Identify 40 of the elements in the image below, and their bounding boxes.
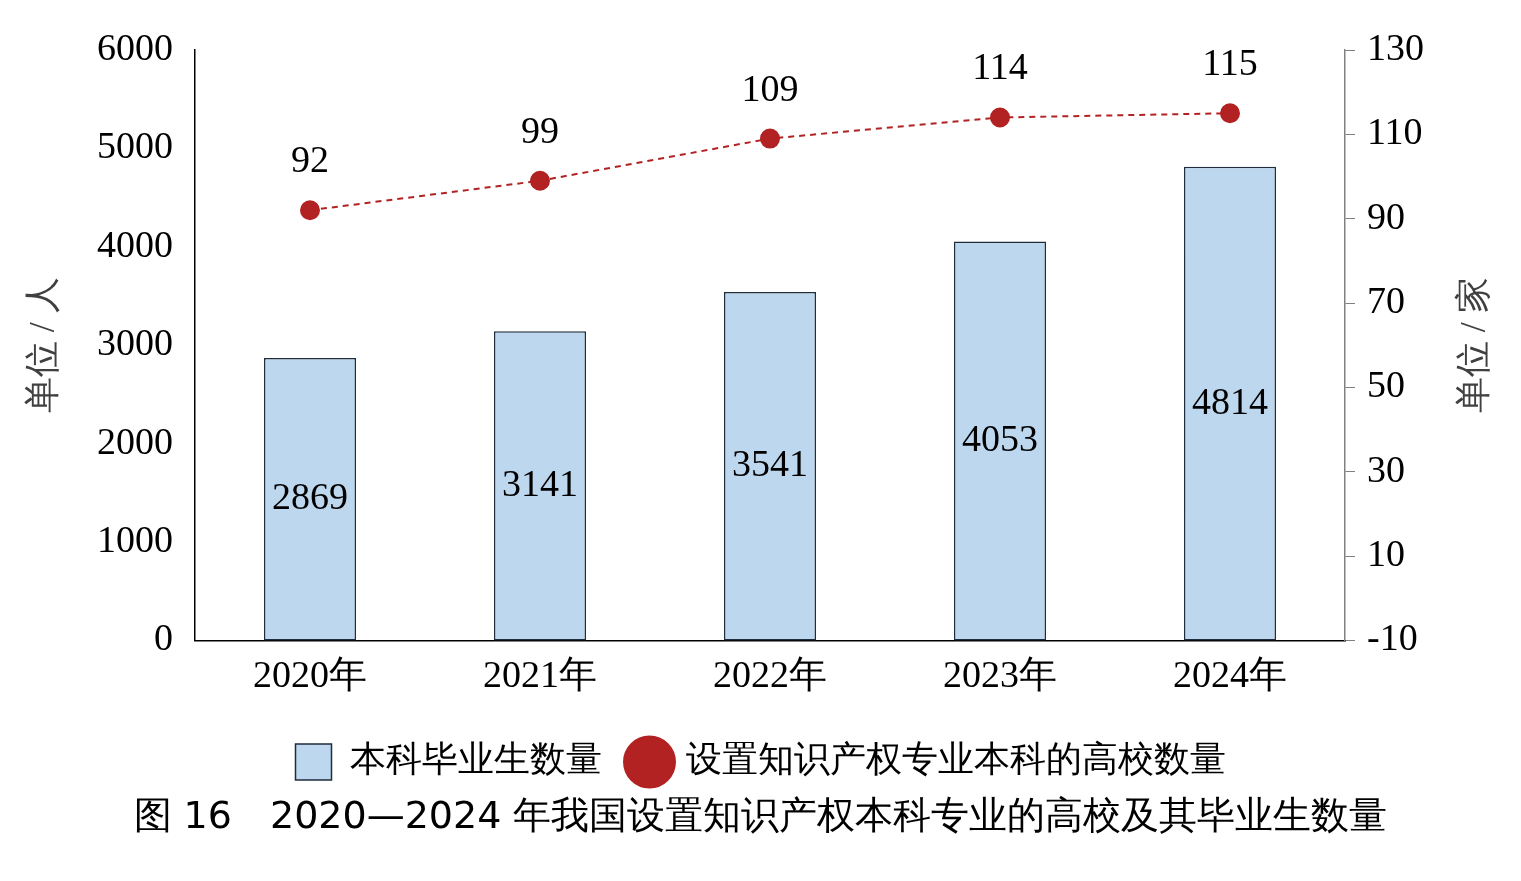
x-tick-label: 2022年 [713,653,827,696]
legend-label: 设置知识产权专业本科的高校数量 [685,739,1226,780]
y2-tick-label: 30 [1367,447,1405,490]
data-label: 109 [741,66,799,109]
data-label: 3141 [502,461,578,504]
y2-tick-label: 90 [1367,194,1405,237]
point [990,107,1010,128]
y-tick-label: 3000 [97,321,173,364]
x-tick-label: 2021年 [483,653,597,696]
y-tick-label: 5000 [97,124,173,167]
y-axis-title: 单位 / 人 [22,277,63,414]
legend-label: 本科毕业生数量 [349,739,602,780]
point [760,128,780,149]
data-label: 4053 [962,416,1038,459]
data-label: 3541 [732,442,808,485]
y-tick-label: 2000 [97,419,173,462]
y2-tick-label: 70 [1367,279,1405,322]
y2-tick-label: 50 [1367,363,1405,406]
y2-tick-label: -10 [1367,616,1418,659]
data-label: 4814 [1192,379,1268,422]
point [530,170,550,191]
y2-axis-title: 单位 / 家 [1453,277,1494,414]
y-tick-label: 4000 [97,222,173,265]
x-tick-label: 2024年 [1173,653,1287,696]
data-label: 92 [291,138,329,181]
point [1220,103,1240,124]
y2-tick-label: 130 [1367,25,1424,68]
data-label: 99 [521,108,559,151]
y-tick-label: 6000 [97,25,173,68]
y2-tick-label: 10 [1367,532,1405,575]
data-label: 114 [972,45,1028,88]
y2-tick-label: 110 [1367,110,1423,153]
data-label: 2869 [272,475,348,518]
x-tick-label: 2023年 [943,653,1057,696]
data-label: 115 [1202,41,1258,84]
y-tick-label: 1000 [97,517,173,560]
x-tick-label: 2020年 [253,653,367,696]
text: 图 16 2020—2024 年我国设置知识产权本科专业的高校及其毕业生数量 [132,792,1389,839]
point [300,200,320,221]
y-tick-label: 0 [154,616,173,659]
